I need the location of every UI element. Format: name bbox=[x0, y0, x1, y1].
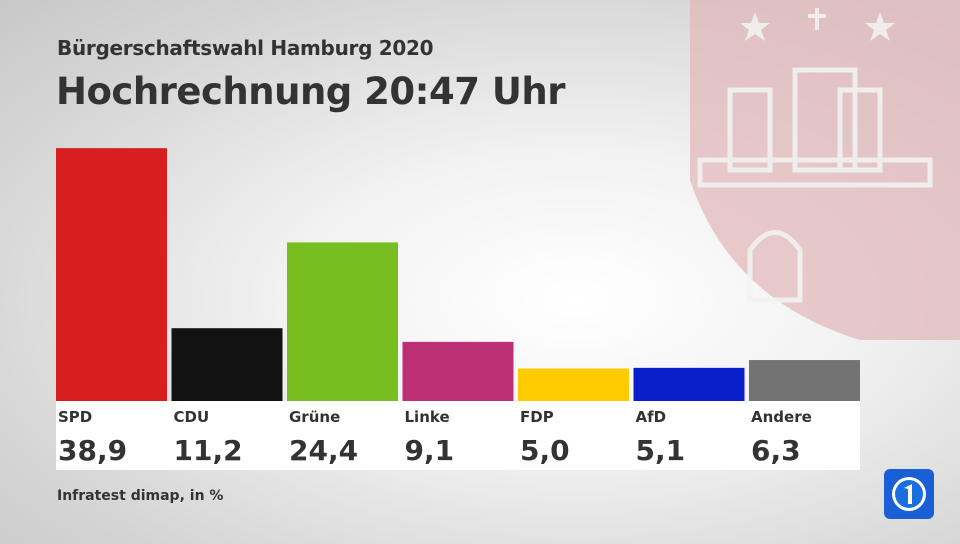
bar-cdu bbox=[171, 328, 283, 401]
bar-afd bbox=[633, 367, 745, 401]
party-label: SPD bbox=[58, 408, 93, 426]
party-value: 6,3 bbox=[751, 434, 801, 467]
party-label: Andere bbox=[751, 408, 812, 426]
party-value: 24,4 bbox=[289, 434, 359, 467]
bar-spd bbox=[56, 148, 167, 401]
party-value: 5,0 bbox=[520, 434, 570, 467]
party-value: 9,1 bbox=[404, 434, 455, 467]
labels-panel bbox=[56, 401, 860, 470]
party-label: Linke bbox=[404, 408, 450, 426]
bar-grüne bbox=[287, 242, 398, 401]
party-value: 38,9 bbox=[58, 434, 128, 467]
bar-andere bbox=[749, 360, 860, 401]
party-value: 5,1 bbox=[635, 434, 686, 467]
chart-subtitle: Bürgerschaftswahl Hamburg 2020 bbox=[57, 36, 434, 60]
bar-fdp bbox=[518, 368, 629, 401]
bar-linke bbox=[402, 341, 514, 401]
party-label: Grüne bbox=[289, 408, 341, 426]
chart-title: Hochrechnung 20:47 Uhr bbox=[56, 70, 565, 113]
tagesschau-logo-icon[interactable] bbox=[884, 469, 934, 519]
party-label: CDU bbox=[173, 408, 210, 426]
party-label: AfD bbox=[635, 408, 667, 426]
party-label: FDP bbox=[520, 408, 554, 426]
source-note: Infratest dimap, in % bbox=[57, 488, 224, 504]
party-value: 11,2 bbox=[173, 434, 243, 467]
hamburg-coat-of-arms-icon bbox=[690, 0, 960, 340]
